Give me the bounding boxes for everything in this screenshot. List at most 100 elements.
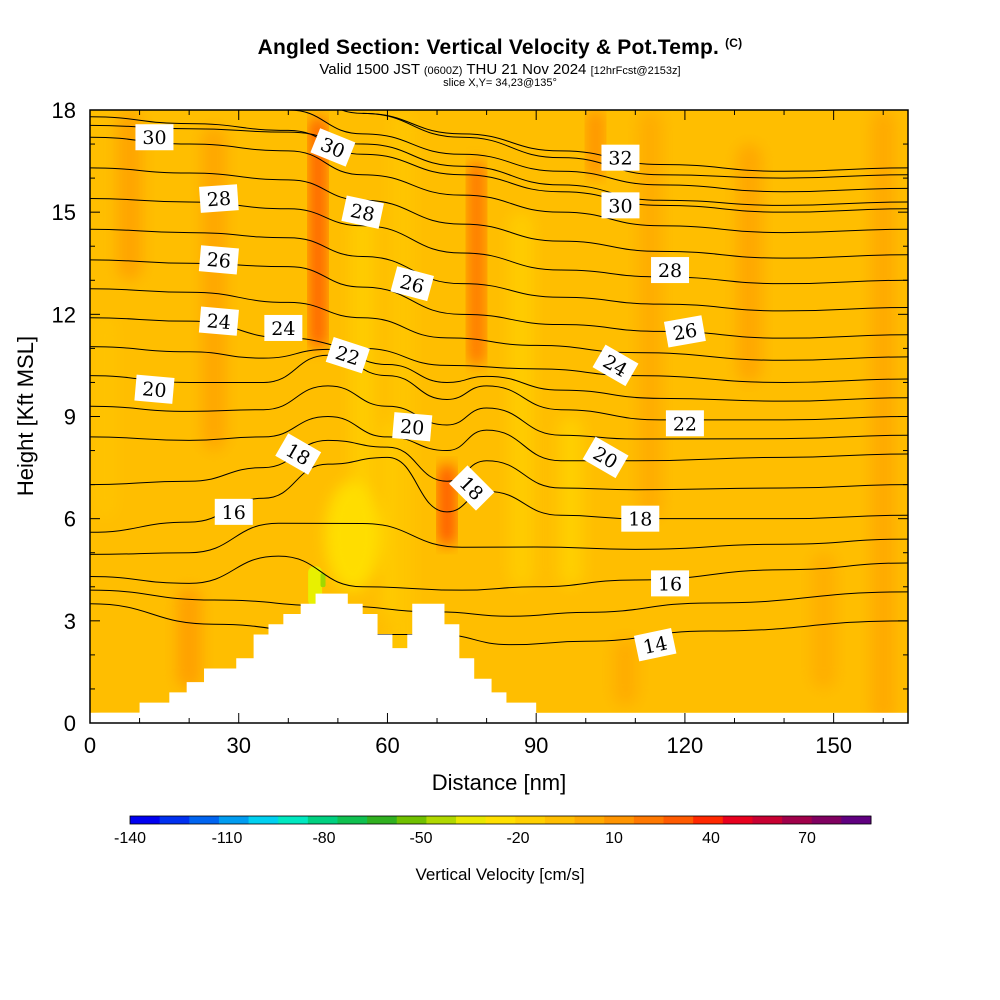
x-tick-label: 0 — [84, 733, 96, 758]
slice-info: slice X,Y= 34,23@135° — [443, 77, 557, 89]
contour-label-box — [601, 144, 640, 171]
contour-label-text: 18 — [628, 509, 652, 531]
axes: 0 3 6 9 12 15 18 0 30 60 90 120 150 — [52, 98, 908, 758]
contour-label-7: 26 — [390, 266, 434, 302]
colorbar-swatch — [841, 816, 872, 824]
colorbar-swatch — [130, 816, 161, 824]
colorbar-swatch — [574, 816, 605, 824]
contour-label-box — [275, 433, 322, 475]
contour-label-text: 30 — [608, 195, 632, 217]
velocity-band-7 — [736, 144, 762, 383]
contour-label-box — [198, 306, 239, 336]
velocity-band-10 — [613, 637, 638, 706]
colorbar-swatch — [722, 816, 753, 824]
updraft-core-1 — [437, 464, 456, 546]
contour-label-text: 28 — [348, 200, 376, 227]
forecast-info: [12hrFcst@2153z] — [590, 65, 681, 77]
colorbar-swatch — [456, 816, 487, 824]
x-axis-label: Distance [nm] — [432, 770, 567, 795]
theta-contour-20 — [90, 415, 908, 462]
contour-label-23: 14 — [633, 628, 677, 662]
colorbar-tick-label: 40 — [702, 830, 720, 847]
velocity-band-6 — [637, 110, 663, 519]
contour-label-text: 14 — [641, 632, 669, 659]
x-tick-label: 90 — [524, 733, 548, 758]
contour-label-text: 16 — [222, 502, 246, 524]
colorbar-tick-label: -50 — [409, 830, 432, 847]
contour-label-text: 28 — [658, 260, 682, 282]
valid-date: THU 21 Nov 2024 — [466, 61, 587, 78]
contour-label-4: 28 — [341, 195, 384, 229]
contour-label-box — [392, 412, 433, 442]
velocity-band-1 — [201, 127, 227, 451]
colorbar-swatch — [307, 816, 338, 824]
contour-label-box — [310, 128, 356, 167]
x-tick-label: 60 — [375, 733, 399, 758]
contour-label-8: 28 — [651, 257, 690, 284]
contour-label-5: 30 — [601, 192, 640, 219]
y-tick-label: 3 — [64, 609, 76, 634]
theta-contour-minor-6 — [90, 228, 908, 312]
colorbar-tick-label: -20 — [506, 830, 529, 847]
y-tick-label: 0 — [64, 711, 76, 736]
y-tick-label: 18 — [52, 98, 76, 123]
colorbar-swatch — [248, 816, 279, 824]
terrain — [90, 593, 537, 723]
contour-label-box — [665, 410, 704, 437]
colorbar-tick-label: -140 — [114, 830, 146, 847]
colorbar-swatch — [693, 816, 724, 824]
velocity-band-0 — [117, 110, 143, 281]
theta-contour-14 — [90, 603, 908, 646]
contour-label-box — [214, 498, 253, 525]
contour-label-10: 24 — [264, 314, 303, 341]
contour-label-box — [601, 192, 640, 219]
x-tick-label: 120 — [667, 733, 704, 758]
updraft-shape — [586, 110, 605, 179]
updraft-core-3 — [586, 110, 605, 179]
title-text: Angled Section: Vertical Velocity & Pot.… — [257, 36, 720, 59]
contour-label-22: 16 — [651, 570, 690, 597]
valid-prefix: Valid 1500 JST — [319, 61, 420, 78]
contour-label-text: 28 — [206, 188, 232, 212]
title-unit: (C) — [725, 36, 743, 50]
contour-label-box — [325, 336, 370, 374]
theta-contour-30 — [90, 136, 908, 234]
colorbar-swatch — [159, 816, 190, 824]
contour-label-box — [134, 374, 175, 404]
contour-label-text: 24 — [206, 310, 232, 334]
theta-contour-minor-5 — [90, 288, 908, 361]
velocity-band-8 — [811, 552, 837, 689]
colorbar-swatch — [337, 816, 368, 824]
colorbar-swatch — [396, 816, 427, 824]
colorbar-swatch — [782, 816, 813, 824]
contour-label-16: 22 — [665, 410, 704, 437]
velocity-band-5 — [558, 416, 584, 587]
y-tick-label: 6 — [64, 507, 76, 532]
contour-label-box — [199, 184, 239, 213]
updraft-shape — [437, 464, 456, 546]
contour-label-box — [135, 124, 174, 151]
contour-label-3: 28 — [199, 184, 239, 213]
theta-contour-upper-1 — [267, 110, 908, 193]
colorbar-swatch — [633, 816, 665, 824]
velocity-field-texture — [92, 110, 896, 723]
y-tick-label: 9 — [64, 405, 76, 430]
contour-label-text: 26 — [206, 249, 232, 273]
contour-label-box — [651, 570, 690, 597]
contour-label-21: 18 — [621, 505, 660, 532]
contour-label-text: 22 — [673, 413, 697, 435]
theta-contour-22 — [90, 354, 908, 421]
contour-label-2: 32 — [601, 144, 640, 171]
contour-label-box — [663, 315, 706, 348]
colorbar-swatch — [544, 816, 576, 824]
velocity-band-2 — [350, 212, 376, 553]
colorbar-tick-label: -110 — [212, 830, 243, 847]
velocity-band-9 — [176, 586, 202, 689]
contour-label-box — [198, 245, 239, 275]
y-axis-label: Height [Kft MSL] — [13, 336, 38, 496]
contour-label-text: 20 — [141, 378, 167, 402]
contour-label-box — [449, 465, 495, 511]
contour-label-text: 24 — [271, 318, 295, 340]
